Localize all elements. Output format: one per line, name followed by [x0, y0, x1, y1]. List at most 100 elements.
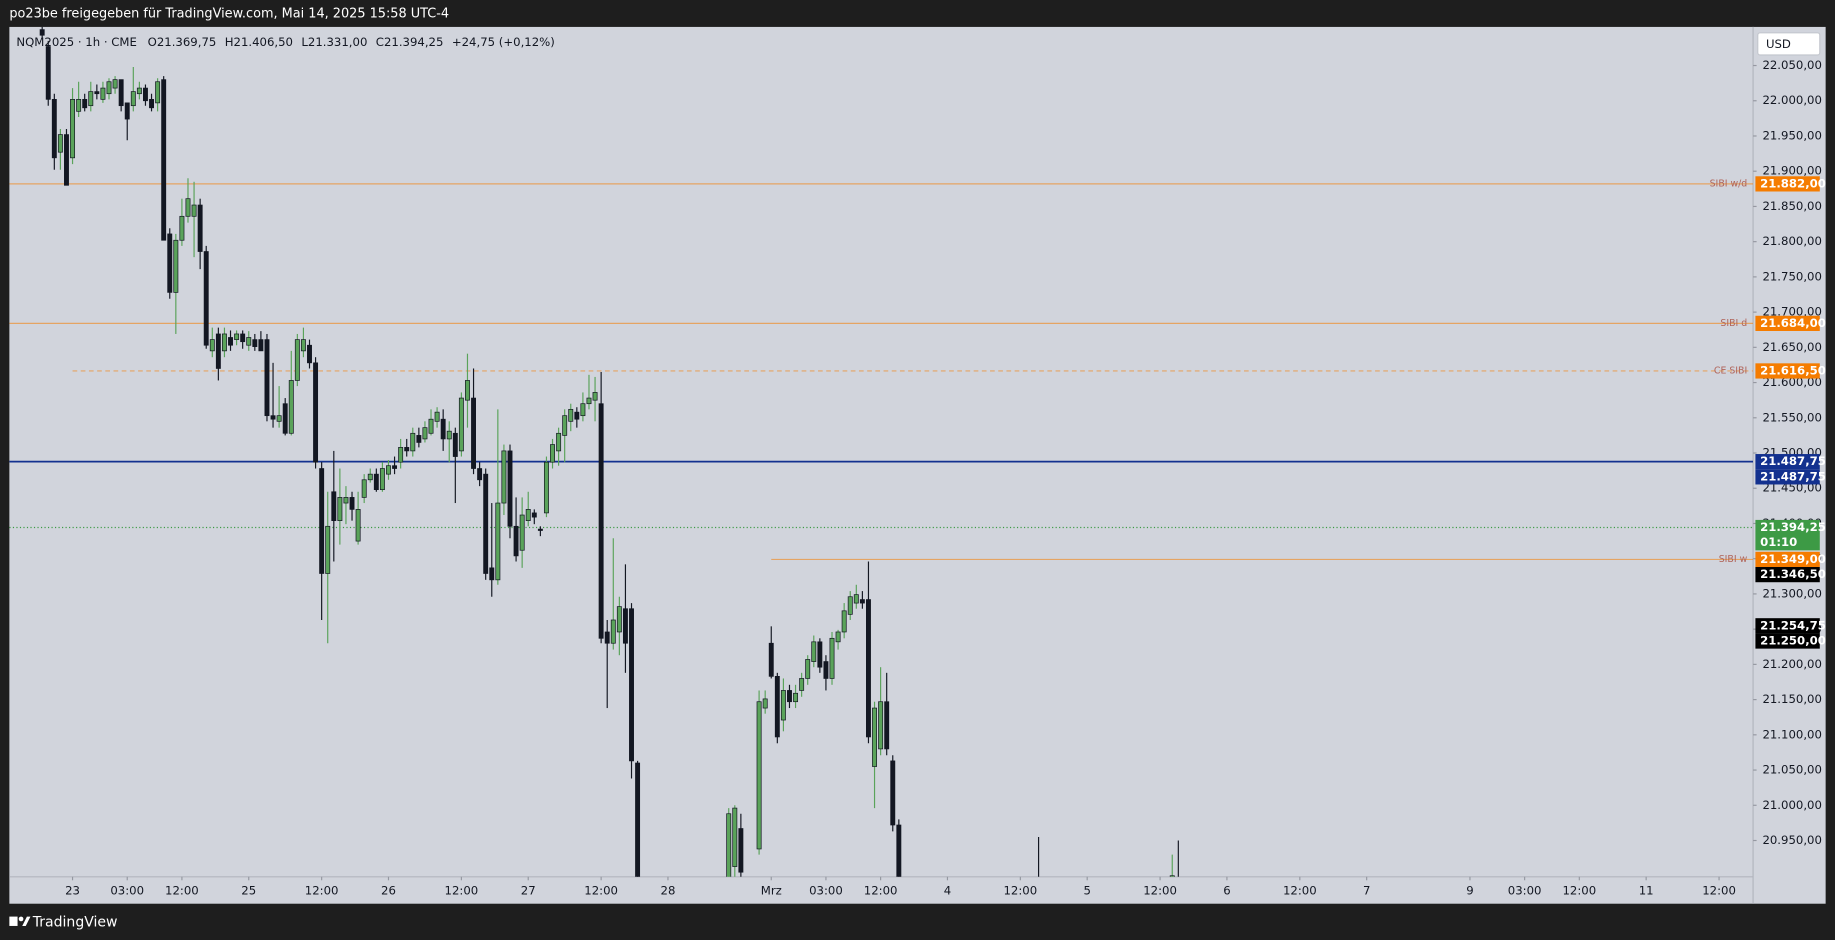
candle-body	[221, 333, 227, 352]
candle-body	[853, 594, 859, 604]
x-tick-label: 12:00	[165, 883, 199, 897]
candle-body	[890, 760, 896, 826]
candle-body	[817, 641, 823, 668]
price-badge-label: 21.254,75	[1760, 618, 1826, 632]
candle-body	[580, 403, 586, 417]
candle-body	[76, 98, 82, 112]
price-badge	[1755, 567, 1820, 583]
x-tick-label: 27	[521, 883, 536, 897]
candle-body	[562, 415, 568, 436]
candle-body	[866, 599, 871, 738]
candle-body	[209, 339, 215, 352]
price-badge	[1755, 469, 1820, 485]
y-tick-label: 21.550,00	[1762, 410, 1821, 424]
x-tick-label: 26	[381, 883, 396, 897]
y-tick-label: 21.300,00	[1762, 586, 1821, 600]
candle-body	[835, 631, 841, 643]
y-tick-label: 20.950,00	[1762, 833, 1821, 847]
candle-body	[349, 497, 355, 510]
candle-body	[489, 567, 495, 581]
candle-body	[276, 415, 282, 422]
x-tick-label: 4	[944, 883, 951, 897]
candle-body	[586, 397, 592, 405]
price-badge	[1755, 519, 1820, 551]
candle-body	[57, 134, 63, 153]
price-badge-label: 21.684,00	[1760, 316, 1826, 330]
candle-body	[124, 102, 130, 120]
legend-open: O21.369,75	[148, 35, 217, 49]
candle-body	[398, 447, 404, 463]
candle-body	[282, 403, 288, 434]
x-tick-label: 12:00	[1143, 883, 1177, 897]
candle-body	[142, 87, 148, 102]
price-badge	[1755, 176, 1820, 192]
candle-body	[829, 637, 835, 679]
x-tick-label: 25	[241, 883, 256, 897]
candle-body	[519, 514, 525, 551]
candle-body	[543, 461, 549, 514]
y-tick-label: 21.600,00	[1762, 375, 1821, 389]
currency-button[interactable]	[1757, 32, 1821, 56]
candle-body	[823, 661, 829, 679]
candle-body	[726, 813, 732, 877]
y-tick-label: 21.950,00	[1762, 128, 1821, 142]
price-badge-label: 21.487,75	[1760, 454, 1826, 468]
candle-body	[774, 675, 780, 738]
logo-shape	[9, 916, 18, 926]
candle-body	[483, 473, 489, 574]
candle-body	[361, 479, 367, 498]
legend-low: L21.331,00	[301, 35, 367, 49]
footer-logo	[9, 916, 31, 926]
currency-label[interactable]: USD	[1766, 37, 1791, 51]
x-tick-label: 6	[1223, 883, 1230, 897]
candle-body	[45, 46, 51, 100]
candle-body	[325, 525, 331, 574]
candle-body	[161, 79, 167, 241]
chart-area	[9, 26, 1826, 904]
y-tick-label: 21.750,00	[1762, 269, 1821, 283]
candle-body	[805, 659, 811, 679]
x-tick-label: 12:00	[1562, 883, 1596, 897]
candle-body	[404, 447, 410, 452]
x-tick-label: 12:00	[1004, 883, 1038, 897]
candle-body	[155, 81, 161, 104]
candle-body	[592, 392, 598, 401]
logo-shape	[18, 916, 24, 922]
candle-body	[604, 631, 610, 644]
price-badge	[1755, 618, 1820, 634]
candle-body	[392, 465, 398, 469]
legend-symbol: NQM2025 · 1h · CME	[16, 35, 137, 49]
candle-body	[513, 525, 519, 557]
y-tick-label: 21.050,00	[1762, 763, 1821, 777]
candle-body	[307, 344, 312, 364]
y-tick-label: 22.000,00	[1762, 93, 1821, 107]
price-badge-label: 21.250,00	[1760, 634, 1826, 648]
candle-body	[197, 204, 203, 252]
x-tick-label: 12:00	[305, 883, 339, 897]
candle-body	[252, 339, 258, 347]
candle-body	[799, 678, 805, 691]
x-tick-label: 28	[661, 883, 676, 897]
level-name: SIBI w/d	[1710, 178, 1748, 189]
candle-body	[768, 642, 774, 677]
candle-body	[446, 430, 452, 440]
candle-body	[859, 599, 865, 604]
candle-body	[264, 339, 270, 417]
y-tick-label: 21.100,00	[1762, 727, 1821, 741]
level-name: CE SIBI	[1714, 365, 1747, 376]
candle-body	[215, 333, 221, 369]
candle-body	[416, 435, 422, 443]
level-name: SIBI d	[1720, 318, 1747, 329]
candle-body	[167, 233, 173, 293]
candle-body	[787, 690, 792, 703]
plot	[9, 26, 1754, 877]
candle-body	[179, 215, 185, 241]
x-tick-label: 12:00	[1283, 883, 1317, 897]
candle-body	[373, 473, 379, 491]
y-tick-label: 21.700,00	[1762, 305, 1821, 319]
candle-body	[319, 468, 325, 574]
y-tick-label: 21.650,00	[1762, 340, 1821, 354]
x-tick-label: 11	[1639, 883, 1654, 897]
candle-body	[841, 610, 847, 633]
candle-body	[130, 91, 136, 107]
